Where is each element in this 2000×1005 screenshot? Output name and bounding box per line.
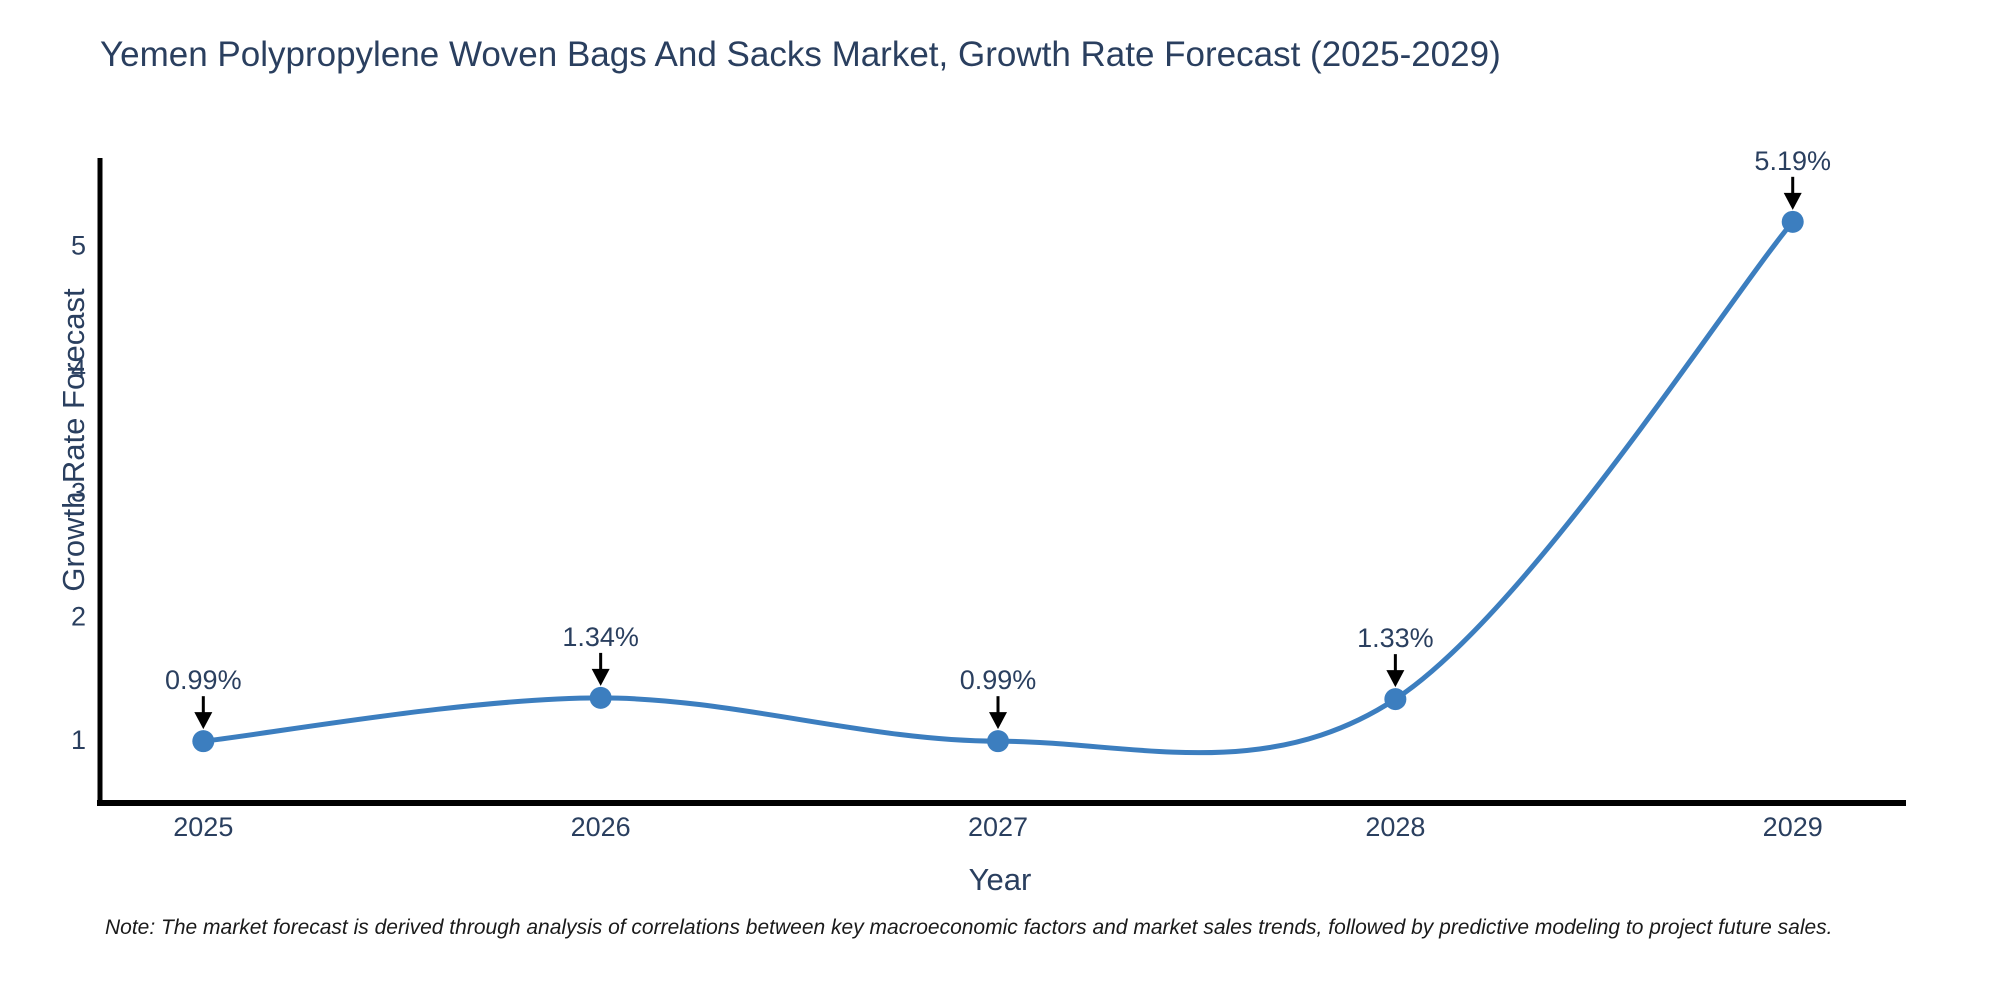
x-tick-label: 2026 bbox=[571, 812, 631, 842]
chart-title: Yemen Polypropylene Woven Bags And Sacks… bbox=[100, 35, 1501, 74]
x-tick-label: 2028 bbox=[1365, 812, 1425, 842]
annotation-arrowhead-icon bbox=[194, 712, 213, 730]
x-axis-tick-labels: 2025 2026 2027 2028 2029 bbox=[173, 812, 1822, 842]
annotation-label: 0.99% bbox=[165, 665, 242, 695]
y-tick-label: 3 bbox=[71, 478, 86, 508]
data-point-2029[interactable] bbox=[1781, 210, 1804, 233]
annotation-arrowhead-icon bbox=[591, 668, 610, 686]
series-layer bbox=[192, 210, 1804, 756]
annotation-arrowhead-icon bbox=[1783, 192, 1802, 210]
x-tick-label: 2025 bbox=[173, 812, 233, 842]
y-tick-label: 5 bbox=[71, 230, 86, 260]
y-axis-tick-labels: 1 2 3 4 5 bbox=[71, 230, 86, 755]
y-tick-label: 1 bbox=[71, 725, 86, 755]
annotation-layer: 0.99% 1.34% 0.99% 1.33% 5.19% bbox=[165, 146, 1831, 730]
y-tick-label: 4 bbox=[71, 354, 86, 384]
x-tick-label: 2029 bbox=[1763, 812, 1823, 842]
annotation-label: 0.99% bbox=[960, 665, 1037, 695]
series-line bbox=[200, 219, 1796, 756]
annotation-arrowhead-icon bbox=[1386, 670, 1405, 688]
annotation-label: 1.34% bbox=[562, 622, 639, 652]
data-point-2025[interactable] bbox=[192, 730, 215, 753]
annotation-label: 5.19% bbox=[1754, 146, 1831, 176]
footnote: Note: The market forecast is derived thr… bbox=[105, 916, 1833, 939]
annotation-arrowhead-icon bbox=[989, 712, 1008, 730]
y-axis-title: Growth Rate Forecast bbox=[56, 288, 91, 592]
y-tick-label: 2 bbox=[71, 601, 86, 631]
data-point-2027[interactable] bbox=[987, 730, 1010, 753]
data-point-2028[interactable] bbox=[1384, 688, 1407, 711]
x-axis-title: Year bbox=[969, 862, 1032, 897]
data-point-2026[interactable] bbox=[589, 686, 612, 709]
annotation-label: 1.33% bbox=[1357, 623, 1434, 653]
x-tick-label: 2027 bbox=[968, 812, 1028, 842]
